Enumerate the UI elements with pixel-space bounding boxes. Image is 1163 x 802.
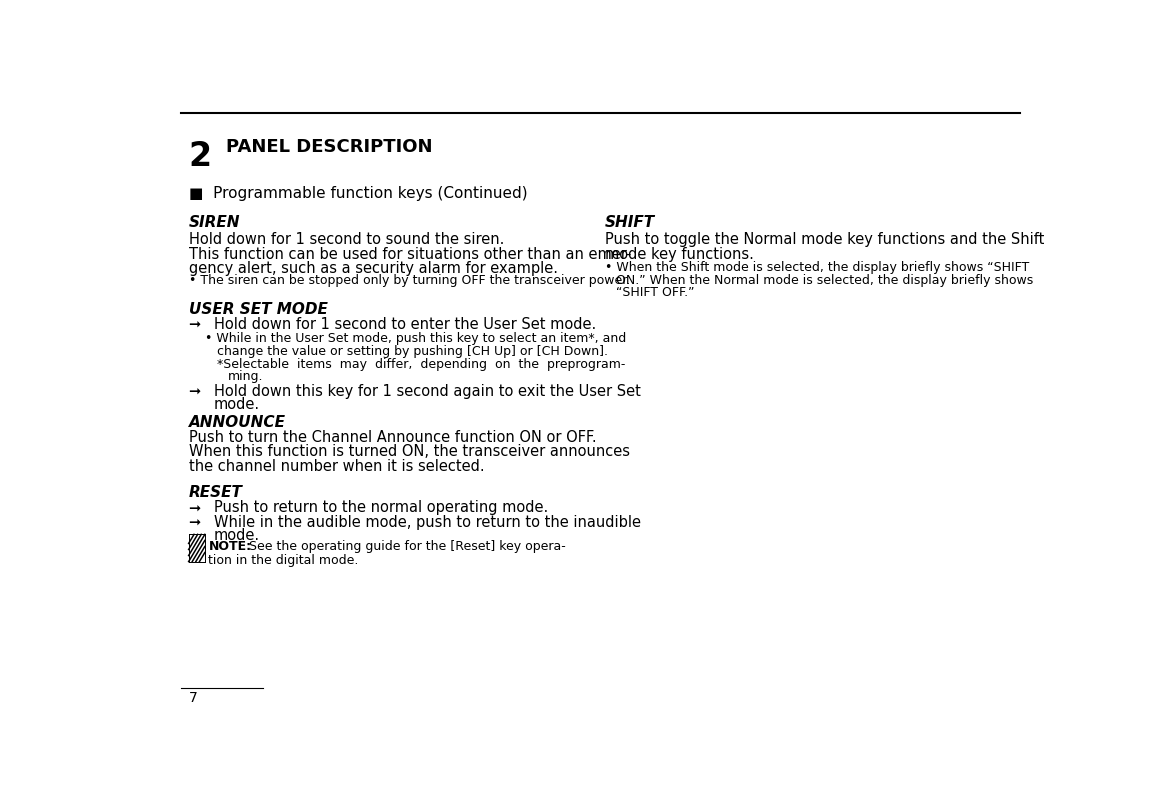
Text: Hold down for 1 second to sound the siren.: Hold down for 1 second to sound the sire… bbox=[188, 232, 504, 246]
Text: mode.: mode. bbox=[214, 527, 261, 542]
Text: Push to toggle the Normal mode key functions and the Shift: Push to toggle the Normal mode key funct… bbox=[605, 232, 1044, 246]
Text: ➞: ➞ bbox=[188, 383, 201, 399]
Text: ON.” When the Normal mode is selected, the display briefly shows: ON.” When the Normal mode is selected, t… bbox=[616, 273, 1033, 286]
Text: “SHIFT OFF.”: “SHIFT OFF.” bbox=[616, 286, 694, 299]
Text: Push to return to the normal operating mode.: Push to return to the normal operating m… bbox=[214, 500, 548, 514]
Text: mode.: mode. bbox=[214, 396, 261, 411]
Text: Hold down this key for 1 second again to exit the User Set: Hold down this key for 1 second again to… bbox=[214, 383, 641, 399]
Text: SIREN: SIREN bbox=[188, 215, 240, 230]
Text: the channel number when it is selected.: the channel number when it is selected. bbox=[188, 458, 484, 473]
Text: *Selectable  items  may  differ,  depending  on  the  preprogram-: *Selectable items may differ, depending … bbox=[217, 358, 626, 371]
Text: ANNOUNCE: ANNOUNCE bbox=[188, 415, 286, 429]
Text: 2: 2 bbox=[188, 140, 212, 172]
Text: ➞: ➞ bbox=[188, 514, 201, 529]
Text: ➞: ➞ bbox=[188, 500, 201, 514]
Text: • While in the User Set mode, push this key to select an item*, and: • While in the User Set mode, push this … bbox=[205, 331, 626, 345]
Text: This function can be used for situations other than an emer-: This function can be used for situations… bbox=[188, 246, 632, 261]
Text: Hold down for 1 second to enter the User Set mode.: Hold down for 1 second to enter the User… bbox=[214, 317, 597, 332]
Text: RESET: RESET bbox=[188, 484, 243, 499]
Text: ➞: ➞ bbox=[188, 317, 201, 332]
Text: tion in the digital mode.: tion in the digital mode. bbox=[208, 553, 359, 566]
Text: While in the audible mode, push to return to the inaudible: While in the audible mode, push to retur… bbox=[214, 514, 641, 529]
Text: • The siren can be stopped only by turning OFF the transceiver power.: • The siren can be stopped only by turni… bbox=[188, 273, 630, 286]
Text: See the operating guide for the [Reset] key opera-: See the operating guide for the [Reset] … bbox=[244, 540, 565, 553]
Text: USER SET MODE: USER SET MODE bbox=[188, 302, 328, 316]
Text: ming.: ming. bbox=[228, 370, 264, 383]
Text: SHIFT: SHIFT bbox=[605, 215, 655, 230]
Text: 7: 7 bbox=[188, 690, 198, 703]
Text: ■  Programmable function keys (Continued): ■ Programmable function keys (Continued) bbox=[188, 186, 527, 200]
Text: PANEL DESCRIPTION: PANEL DESCRIPTION bbox=[227, 138, 433, 156]
Text: mode key functions.: mode key functions. bbox=[605, 246, 754, 261]
Text: gency alert, such as a security alarm for example.: gency alert, such as a security alarm fo… bbox=[188, 261, 557, 275]
Text: • When the Shift mode is selected, the display briefly shows “SHIFT: • When the Shift mode is selected, the d… bbox=[605, 261, 1029, 273]
Text: change the value or setting by pushing [CH Up] or [CH Down].: change the value or setting by pushing [… bbox=[217, 345, 608, 358]
Text: When this function is turned ON, the transceiver announces: When this function is turned ON, the tra… bbox=[188, 444, 629, 459]
Text: Push to turn the Channel Announce function ON or OFF.: Push to turn the Channel Announce functi… bbox=[188, 430, 597, 444]
Text: NOTE:: NOTE: bbox=[208, 540, 251, 553]
